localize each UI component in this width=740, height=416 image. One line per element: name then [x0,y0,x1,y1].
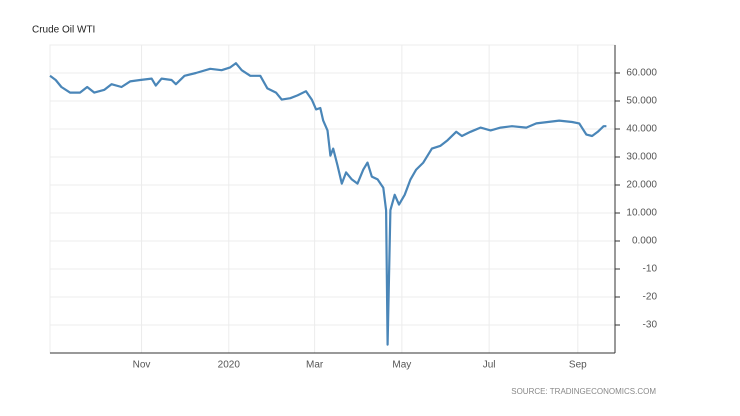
y-tick-label: 20.000 [626,180,657,191]
x-tick-label: May [392,360,411,371]
y-tick-label: -30 [643,320,658,331]
y-tick-label: 10.000 [626,208,657,219]
source: SOURCE: TRADINGECONOMICS.COM [511,387,656,396]
line-series [49,62,607,346]
x-tick-label: 2020 [218,360,241,371]
y-tick-label: -10 [643,264,658,275]
x-tick-label: Mar [306,360,324,371]
y-tick-label: 50.000 [626,96,657,107]
plot-area [49,44,616,354]
y-tick-label: 0.000 [632,236,657,247]
y-tick-label: -20 [643,292,658,303]
chart-title: Crude Oil WTI [32,25,95,36]
y-tick-label: 30.000 [626,152,657,163]
x-tick-label: Sep [569,360,587,371]
y-tick-label: 60.000 [626,68,657,79]
x-tick-label: Nov [133,360,151,371]
x-tick-label: Jul [483,360,496,371]
y-tick-label: 40.000 [626,124,657,135]
